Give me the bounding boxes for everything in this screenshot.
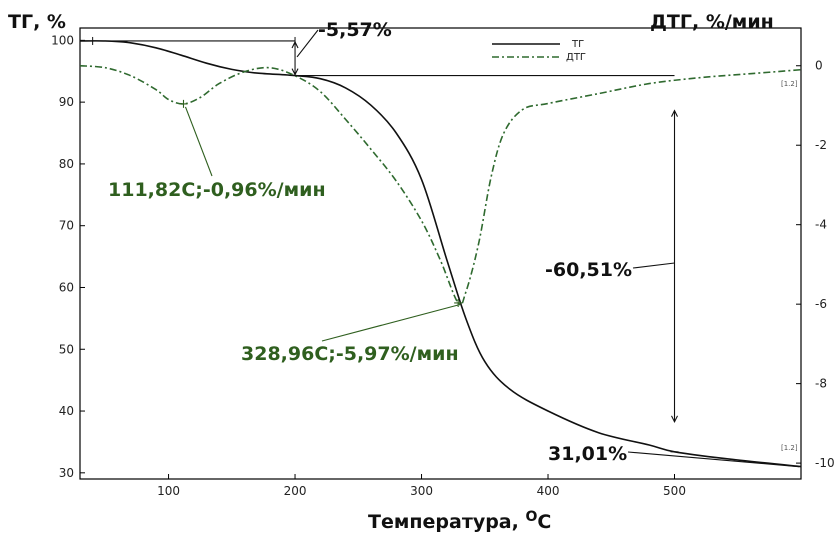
y2-tick-label: -10 — [815, 456, 835, 470]
y2-tick-label: -2 — [815, 138, 827, 152]
x-tick-label: 200 — [284, 484, 307, 498]
x-axis-title-main: Температура, — [368, 511, 525, 533]
y-axis-ticks-left: 30 40 50 60 70 80 90 100 — [51, 33, 85, 480]
y-tick-label: 100 — [51, 33, 74, 47]
annotation-residue: 31,01% — [548, 443, 627, 465]
y-tick-label: 60 — [59, 280, 74, 294]
legend-label-dtg: ДТГ — [566, 52, 586, 63]
tg-step1-arrowhead-bottom — [291, 68, 299, 76]
annotation-dtg-peak1: 111,82C;-0,96%/мин — [108, 179, 326, 201]
tg-step2-leader-line — [632, 262, 675, 269]
x-tick-label: 500 — [663, 484, 686, 498]
annotation-tg-step1: -5,57% — [318, 19, 392, 41]
annotation-dtg-peak2: 328,96C;-5,97%/мин — [241, 343, 459, 365]
annotation-tg-step2: -60,51% — [545, 259, 632, 281]
x-tick-label: 400 — [537, 484, 560, 498]
x-axis-title: Температура, ОС — [368, 509, 551, 533]
y-tick-label: 80 — [59, 157, 74, 171]
measurement-lines — [92, 29, 800, 468]
x-tick-label: 100 — [157, 484, 180, 498]
y-tick-label: 50 — [59, 342, 74, 356]
tg-step2-arrowhead-top — [671, 109, 679, 117]
legend: ТГ ДТГ — [492, 39, 586, 63]
x-axis-title-sup: О — [525, 509, 537, 525]
y-tick-label: 70 — [59, 219, 74, 233]
marker-tag-bottom: [1.2] — [781, 444, 798, 452]
dtg-peak1-marker — [179, 99, 188, 108]
x-axis-ticks: 100 200 300 400 500 — [157, 474, 686, 498]
y-tick-label: 30 — [59, 466, 74, 480]
marker-tag-top: [1.2] — [781, 80, 798, 88]
y2-tick-label: -8 — [815, 377, 827, 391]
y-axis-title-right: ДТГ, %/мин — [650, 11, 774, 33]
dtg-peak1-leader-line — [184, 106, 213, 177]
y-axis-title-left: ТГ, % — [8, 11, 66, 33]
legend-label-tg: ТГ — [571, 39, 584, 50]
y2-tick-label: -4 — [815, 218, 827, 232]
tg-step2-arrowhead-bottom — [671, 415, 679, 424]
series-line-tg — [79, 40, 802, 468]
dtg-peak2-leader-line — [321, 304, 459, 342]
y-tick-label: 40 — [59, 404, 74, 418]
x-axis-title-tail: С — [537, 511, 551, 533]
y2-tick-label: -6 — [815, 297, 827, 311]
x-tick-label: 300 — [410, 484, 433, 498]
y-tick-label: 90 — [59, 95, 74, 109]
y2-tick-label: 0 — [815, 59, 823, 73]
dtg-peak2-marker — [454, 298, 463, 307]
tg-step1-leader-line — [296, 29, 319, 58]
y-axis-ticks-right: 0 -2 -4 -6 -8 -10 — [796, 59, 835, 470]
plot-area-frame — [79, 27, 802, 480]
series-line-dtg — [79, 64, 802, 306]
residue-leader-line — [627, 451, 800, 468]
